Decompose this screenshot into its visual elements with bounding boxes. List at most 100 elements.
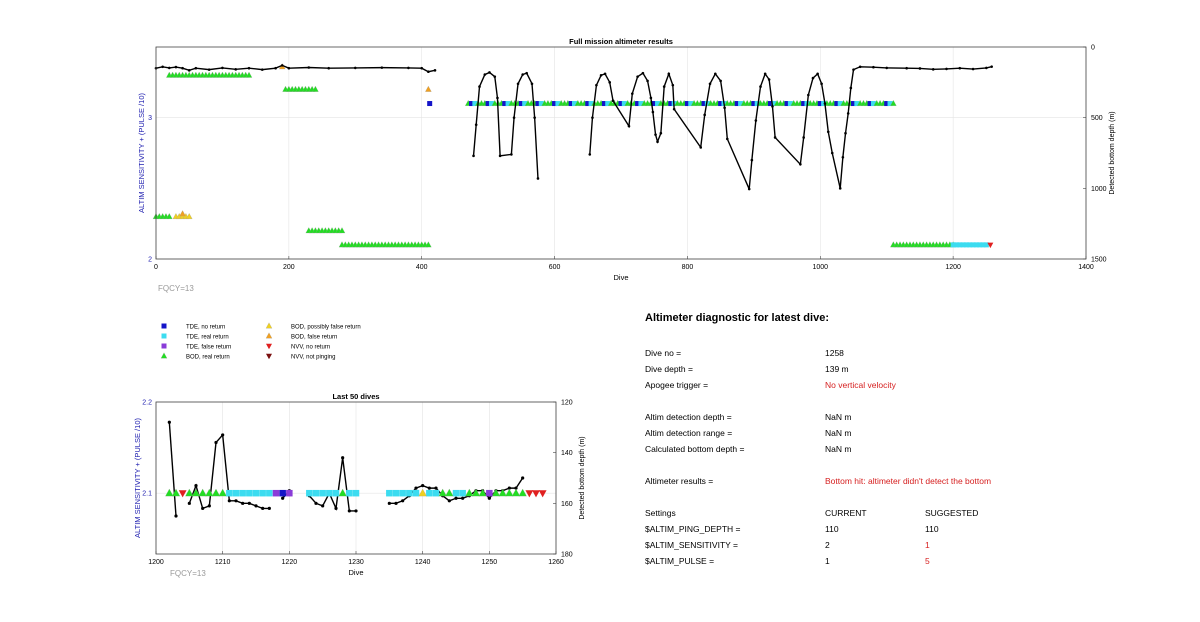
y-right-tick-label: 140: [561, 450, 573, 457]
depth-point: [826, 130, 830, 134]
full-mission-chart: 0 200 400 600 800 1000 1200 1400 23 05001000150…: [137, 37, 1116, 293]
data-marker: [425, 241, 432, 248]
depth-point: [280, 64, 284, 67]
setting-suggested-pulse: 5: [925, 556, 930, 566]
depth-point: [595, 83, 598, 87]
depth-point: [353, 66, 357, 70]
data-marker: [704, 101, 710, 107]
data-marker: [191, 488, 201, 497]
data-marker: [834, 101, 840, 107]
x-tick-label: 1230: [348, 559, 364, 566]
data-marker: [511, 488, 521, 497]
depth-point: [750, 158, 754, 162]
setting-name-sensitivity: $ALTIM_SENSITIVITY =: [645, 540, 738, 550]
data-marker: [870, 101, 876, 107]
data-marker: [973, 242, 979, 248]
depth-point: [858, 65, 862, 69]
data-marker: [485, 101, 491, 107]
depth-point: [662, 85, 666, 88]
depth-point: [931, 68, 935, 71]
depth-point: [167, 420, 171, 424]
depth-point: [447, 499, 451, 503]
bottom-chart-x-ticks: 1200 1210 1220 1230 1240 1250 1260: [148, 551, 564, 566]
depth-point: [521, 73, 524, 76]
depth-point: [454, 496, 458, 500]
y-left-tick-label: 3: [148, 115, 152, 122]
data-marker: [502, 101, 508, 107]
legend-label: BOD, real return: [186, 355, 230, 361]
data-marker: [555, 101, 561, 107]
depth-point: [234, 499, 238, 503]
legend-label: NVV, no return: [291, 345, 330, 351]
depth-point: [221, 66, 224, 70]
depth-point: [234, 68, 238, 71]
depth-point: [838, 187, 842, 190]
depth-point: [771, 105, 774, 108]
depth-point: [846, 112, 850, 115]
depth-point: [427, 486, 431, 490]
data-marker: [338, 488, 347, 497]
data-marker: [306, 489, 313, 497]
data-marker: [232, 489, 240, 497]
depth-point: [414, 486, 418, 490]
top-chart-ylabel-left: ALTIM SENSITIVITY + (PULSE /10): [137, 93, 146, 213]
chart-legend: TDE, no return TDE, real return TDE, false…: [160, 322, 361, 361]
data-marker: [688, 101, 694, 107]
depth-point: [725, 137, 729, 141]
diag-value-apogee-trigger: No vertical velocity: [825, 380, 896, 390]
depth-point: [498, 154, 502, 158]
depth-point: [434, 486, 438, 490]
bottom-chart-depth-line: [167, 420, 525, 518]
depth-point: [649, 96, 653, 100]
depth-point: [841, 155, 845, 159]
depth-point: [461, 496, 465, 500]
depth-line-segment: [188, 433, 270, 510]
data-marker: [854, 101, 860, 107]
x-tick-label: 1250: [482, 559, 498, 566]
settings-header-name: Settings: [645, 508, 676, 518]
setting-current-sensitivity: 2: [825, 540, 830, 550]
data-marker: [618, 101, 624, 107]
diag-value-calculated-bottom-depth: NaN m: [825, 444, 852, 454]
depth-point: [174, 65, 178, 69]
depth-point: [767, 78, 771, 81]
data-marker: [445, 488, 454, 497]
top-chart-footnote: FQCY=13: [158, 284, 194, 293]
depth-point: [307, 66, 311, 69]
depth-point: [656, 140, 659, 143]
data-marker: [518, 101, 524, 107]
depth-point: [820, 82, 823, 86]
depth-point: [608, 81, 612, 84]
data-marker: [469, 101, 475, 107]
diag-label-calculated-bottom-depth: Calculated bottom depth =: [645, 444, 745, 454]
diag-value-altim-detection-depth: NaN m: [825, 412, 852, 422]
legend-marker: [161, 333, 167, 339]
data-marker: [392, 489, 400, 497]
depth-point: [496, 96, 499, 100]
depth-point: [260, 68, 264, 71]
data-marker: [412, 489, 420, 497]
depth-point: [905, 66, 908, 70]
data-marker: [312, 85, 319, 92]
bottom-chart-title: Last 50 dives: [332, 392, 379, 401]
data-marker: [572, 101, 577, 107]
depth-point: [807, 93, 810, 97]
last-50-dives-chart: 1200 1210 1220 1230 1240 1250 1260 2.12.2 1201…: [133, 392, 586, 578]
depth-point: [754, 119, 758, 122]
data-marker: [525, 490, 534, 498]
data-marker: [887, 101, 893, 107]
depth-point: [207, 68, 211, 71]
data-marker: [205, 488, 214, 497]
depth-point: [763, 72, 767, 76]
data-marker: [953, 242, 959, 248]
depth-point: [401, 499, 405, 503]
data-marker: [960, 242, 966, 248]
setting-name-pulse: $ALTIM_PULSE =: [645, 556, 715, 566]
data-marker: [272, 489, 280, 497]
legend-marker: [160, 352, 168, 359]
data-marker: [465, 488, 474, 497]
bottom-chart-footnote: FQCY=13: [170, 569, 206, 578]
data-marker: [491, 488, 501, 497]
x-tick-label: 1400: [1078, 264, 1094, 271]
data-marker: [784, 101, 790, 107]
